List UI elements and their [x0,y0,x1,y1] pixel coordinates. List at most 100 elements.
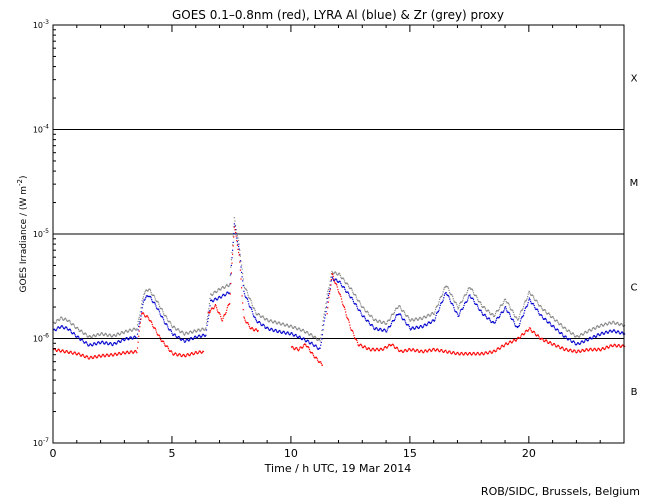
data-point [523,303,525,305]
data-point [473,301,475,303]
data-point [58,349,61,351]
data-point [561,324,563,326]
data-point [434,308,437,311]
data-point [574,343,576,345]
data-point [101,355,103,357]
data-point [332,275,334,277]
data-point [327,294,329,297]
data-point [479,354,481,356]
data-point [544,340,546,342]
data-point [372,325,374,327]
data-point [608,346,610,349]
data-point [109,354,111,356]
data-point [435,349,437,352]
data-point [431,312,434,314]
data-point [149,288,151,290]
data-point [484,352,486,354]
data-point [428,314,430,316]
data-point [336,279,338,281]
data-point [549,321,551,323]
data-point [248,323,250,326]
data-point [211,294,213,296]
data-point [343,287,346,289]
data-point [617,322,619,324]
data-point [246,290,248,292]
data-point [289,326,291,328]
data-point [76,326,78,328]
data-point [508,312,510,314]
data-point [194,352,196,354]
data-point [104,332,106,335]
data-point [155,300,157,302]
data-point [139,326,141,328]
data-point [577,349,579,351]
data-point [495,319,497,321]
data-point [594,335,596,337]
data-point [182,338,184,340]
data-point [283,331,285,333]
data-point [93,356,95,358]
data-point [337,281,340,283]
data-point [154,302,156,304]
data-point [336,280,338,282]
data-point [512,339,514,341]
data-point [459,353,461,355]
data-point [382,349,384,351]
data-point [386,329,388,331]
data-point [360,312,362,314]
data-point [433,347,435,350]
data-point [95,356,97,358]
data-point [519,323,521,325]
data-point [195,336,197,338]
data-point [250,307,252,309]
data-point [511,309,513,311]
data-point [82,354,84,356]
data-point [416,325,418,328]
data-point [119,352,121,354]
data-point [514,315,516,317]
data-point [430,322,432,324]
data-point [514,339,516,341]
data-point [471,353,473,355]
data-point [86,335,88,337]
data-point [312,353,314,355]
data-point [71,352,73,354]
data-point [443,288,445,290]
data-point [349,296,351,298]
data-point [569,338,571,340]
data-point [326,301,328,303]
data-point [221,286,223,289]
data-point [158,311,161,313]
data-point [342,305,344,307]
data-point [408,326,410,328]
data-point [561,325,563,327]
data-point [387,327,389,329]
data-point [516,326,518,328]
data-point [193,337,195,339]
data-point [125,353,127,355]
data-point [592,349,594,351]
data-point [400,314,402,316]
data-point [163,342,165,344]
data-point [207,315,209,318]
data-point [263,318,265,320]
data-point [301,338,303,341]
data-point [548,312,550,314]
data-point [99,334,101,336]
data-point [384,329,386,331]
series-goes-0-1-0-8nm [53,226,626,366]
data-point [182,332,184,334]
data-point [136,347,139,349]
data-point [355,338,357,341]
data-point [591,337,594,339]
data-point [380,329,382,331]
data-point [226,292,228,294]
data-point [405,349,407,351]
data-point [73,352,75,354]
data-point [597,325,599,327]
data-point [139,322,141,324]
data-point [233,236,235,238]
data-point [573,340,575,342]
data-point [594,347,596,350]
data-point [120,353,122,355]
